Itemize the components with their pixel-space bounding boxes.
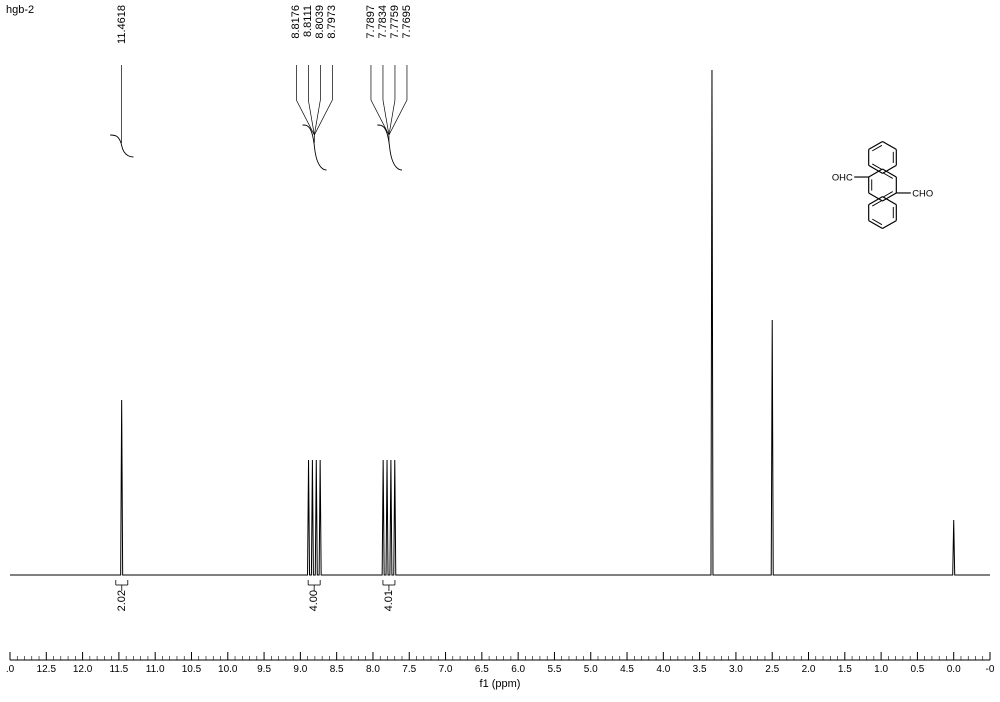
axis-tick-label: 0.5 <box>910 664 924 675</box>
peak-ppm-label: 7.7897 <box>365 5 377 39</box>
axis-tick-label: 4.0 <box>656 664 670 675</box>
peak-ppm-label: 8.8111 <box>302 5 314 37</box>
axis-tick-label: 7.5 <box>402 664 416 675</box>
axis-tick-label: 6.5 <box>475 664 489 675</box>
peak-ppm-label: 8.8176 <box>290 5 302 39</box>
axis-tick-label: 9.5 <box>257 664 271 675</box>
axis-tick-label: 0.0 <box>947 664 961 675</box>
axis-tick-label: 8.5 <box>330 664 344 675</box>
peak-ppm-label: 8.8039 <box>314 5 326 39</box>
axis-tick-label: .0 <box>6 664 14 675</box>
peak-ppm-label: 7.7834 <box>377 5 389 39</box>
integral-value-label: 4.01 <box>383 590 395 611</box>
axis-tick-label: 11.5 <box>110 664 129 675</box>
axis-tick-label: 2.0 <box>802 664 816 675</box>
axis-tick-label: 3.5 <box>693 664 707 675</box>
axis-tick-label: 12.5 <box>37 664 56 675</box>
spectrum-plot <box>0 0 1000 702</box>
peak-ppm-label: 11.4618 <box>116 5 128 44</box>
peak-ppm-label: 8.7973 <box>326 5 338 39</box>
axis-tick-label: 5.0 <box>584 664 598 675</box>
axis-tick-label: 3.0 <box>729 664 743 675</box>
peak-ppm-label: 7.7759 <box>389 5 401 39</box>
svg-text:CHO: CHO <box>912 188 933 199</box>
axis-tick-label: 1.0 <box>874 664 888 675</box>
axis-tick-label: 2.5 <box>765 664 779 675</box>
axis-tick-label: 8.0 <box>366 664 380 675</box>
integral-value-label: 4.00 <box>308 590 320 611</box>
axis-tick-label: 4.5 <box>620 664 634 675</box>
axis-tick-label: 7.0 <box>439 664 453 675</box>
axis-tick-label: 10.5 <box>182 664 201 675</box>
peak-ppm-label: 7.7695 <box>401 5 413 39</box>
molecular-structure: OHC CHO <box>810 115 955 255</box>
axis-tick-label: 5.5 <box>547 664 561 675</box>
axis-tick-label: -0 <box>986 664 995 675</box>
integral-value-label: 2.02 <box>116 590 128 611</box>
nmr-spectrum-figure: hgb-2 11.46188.81768.81118.80398.79737.7… <box>0 0 1000 702</box>
axis-tick-label: 9.0 <box>293 664 307 675</box>
axis-tick-label: 1.5 <box>838 664 852 675</box>
axis-label: f1 (ppm) <box>470 678 530 690</box>
axis-tick-label: 11.0 <box>146 664 165 675</box>
svg-text:OHC: OHC <box>832 172 853 183</box>
axis-tick-label: 10.0 <box>218 664 237 675</box>
axis-tick-label: 6.0 <box>511 664 525 675</box>
axis-tick-label: 12.0 <box>73 664 92 675</box>
